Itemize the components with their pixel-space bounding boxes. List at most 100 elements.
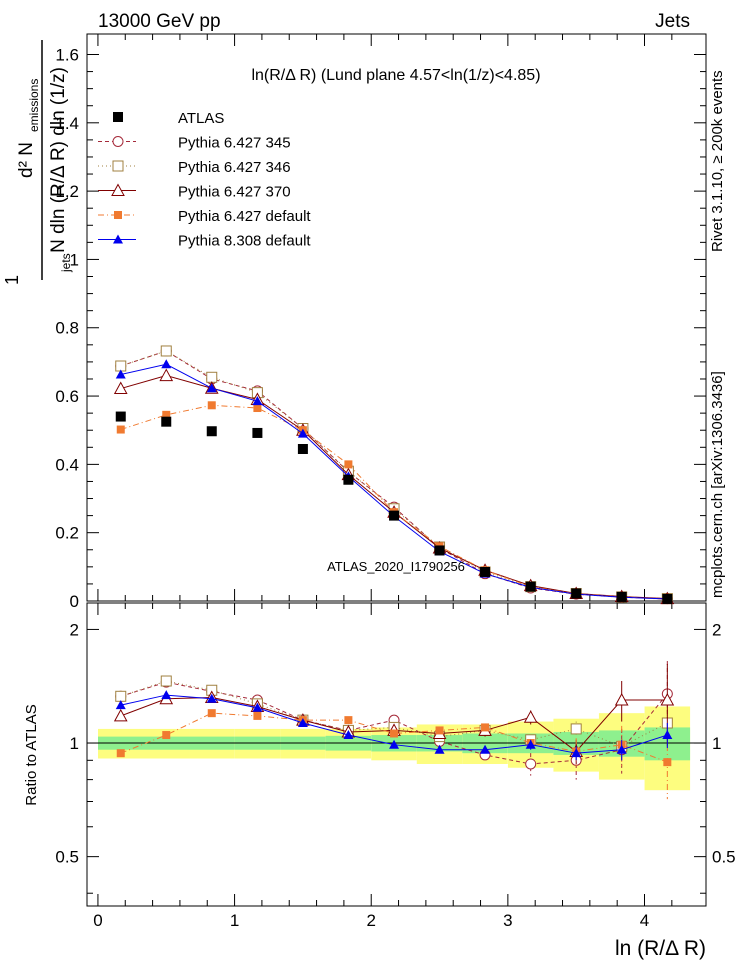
series-atlas-data — [115, 411, 673, 604]
data-point — [343, 474, 354, 485]
rivet-label: Rivet 3.1.10, ≥ 200k events — [709, 70, 726, 252]
marker — [435, 726, 444, 735]
marker — [253, 404, 262, 413]
y-axis-label-main-art: d² N emissions N dln (R/Δ R) dln (1/z)jets — [16, 40, 73, 280]
data-point — [616, 591, 627, 602]
marker — [390, 729, 399, 738]
marker — [252, 396, 263, 406]
marker — [662, 730, 673, 740]
marker — [663, 758, 672, 767]
marker — [116, 425, 125, 434]
marker — [525, 739, 536, 749]
legend-label: Pythia 6.427 346 — [178, 159, 291, 176]
y-tick-label: 0.6 — [55, 387, 79, 406]
marker — [434, 744, 445, 754]
marker — [570, 723, 582, 735]
main-plot-frame — [86, 33, 707, 602]
marker — [161, 359, 172, 369]
marker — [162, 410, 171, 419]
data-point — [525, 581, 536, 592]
x-tick-label: 3 — [503, 911, 512, 930]
data-point — [297, 444, 308, 455]
data-point — [206, 426, 217, 437]
marker — [113, 234, 123, 244]
marker — [115, 360, 127, 372]
marker — [160, 345, 172, 357]
x-tick-label: 1 — [230, 911, 239, 930]
y-tick-label: 1.2 — [55, 182, 79, 201]
legend-label: ATLAS — [178, 110, 224, 127]
legend-item: Pythia 6.427 345 — [98, 135, 291, 152]
legend-item: Pythia 8.308 default — [98, 233, 311, 250]
marker — [162, 731, 171, 740]
y-tick-label: 1 — [70, 250, 79, 269]
y-tick-label: 1.6 — [55, 45, 79, 64]
marker — [115, 700, 126, 710]
marker — [523, 710, 538, 723]
data-point — [389, 510, 400, 521]
legend-label: Pythia 6.427 370 — [178, 184, 291, 201]
marker — [111, 183, 125, 196]
marker — [480, 744, 491, 754]
series-layer — [113, 345, 675, 800]
ratio-plot-frame — [86, 602, 707, 907]
data-point — [571, 588, 582, 599]
marker — [115, 369, 126, 379]
y-tick-label: 0.2 — [55, 524, 79, 543]
marker — [344, 460, 353, 469]
marker — [159, 368, 174, 382]
marker — [481, 723, 490, 732]
y-axis-label-main: 1 — [2, 275, 22, 285]
marker — [160, 675, 172, 687]
marker — [252, 702, 263, 712]
ratio-uncertainty-bands — [87, 706, 706, 791]
marker — [297, 428, 308, 438]
data-point — [113, 112, 123, 122]
legend-item: ATLAS — [113, 110, 224, 127]
marker — [115, 690, 127, 702]
header-right: Jets — [655, 11, 690, 32]
legend-label: Pythia 6.427 default — [178, 208, 311, 225]
marker — [344, 716, 353, 725]
y-tick-label: 0.8 — [55, 319, 79, 338]
y-label-fraction: d² N emissions N dln (R/Δ R) dln (1/z)jets — [16, 40, 73, 280]
y-axis-label-ratio: Ratio to ATLAS — [23, 704, 40, 805]
legend-item: Pythia 6.427 346 — [98, 159, 291, 176]
y-tick-label: 1.4 — [55, 114, 79, 133]
y-label-main-text: 1 — [2, 275, 22, 285]
plot-title: ln(R/Δ R) (Lund plane 4.57<ln(1/z)<4.85) — [251, 67, 540, 84]
marker — [112, 136, 124, 147]
y-tick-label: 0 — [70, 592, 79, 611]
marker — [114, 211, 122, 219]
legend-item: Pythia 6.427 370 — [98, 183, 291, 201]
ratio-y-tick-label-right: 0.5 — [712, 848, 736, 867]
data-point — [434, 545, 445, 556]
marker — [206, 383, 217, 393]
x-tick-label: 4 — [640, 911, 649, 930]
marker — [525, 758, 537, 770]
y-label-denominator-sub: jets — [59, 253, 73, 273]
legend: ATLAS Pythia 6.427 345 Pythia 6.427 346 Pyt… — [98, 110, 311, 250]
data-point — [662, 593, 673, 604]
data-point — [252, 427, 263, 438]
marker — [112, 160, 124, 172]
marker — [571, 748, 582, 758]
data-point — [115, 411, 126, 422]
marker — [616, 744, 627, 754]
ratio-y-tick-label-right: 1 — [712, 734, 721, 753]
x-tick-label: 2 — [366, 911, 375, 930]
y-label-denominator: N dln (R/Δ R) dln (1/z) — [48, 67, 69, 253]
marker — [660, 692, 675, 706]
x-tick-label: 0 — [93, 911, 102, 930]
ratio-y-tick-label: 2 — [70, 620, 79, 639]
axes: 0 1 2 3 4 0 0.2 0.4 0.6 0.8 1 1.2 1.4 1.6 0.5 0.5 1 1 2 2 — [55, 34, 736, 930]
marker — [207, 401, 216, 410]
marker — [113, 381, 128, 395]
data-point — [480, 566, 491, 577]
marker — [343, 730, 354, 740]
marker — [389, 739, 400, 749]
ratio-y-tick-label-right: 2 — [712, 620, 721, 639]
marker — [297, 718, 308, 728]
data-point — [161, 416, 172, 427]
y-label-numerator-sub: emissions — [27, 79, 41, 132]
